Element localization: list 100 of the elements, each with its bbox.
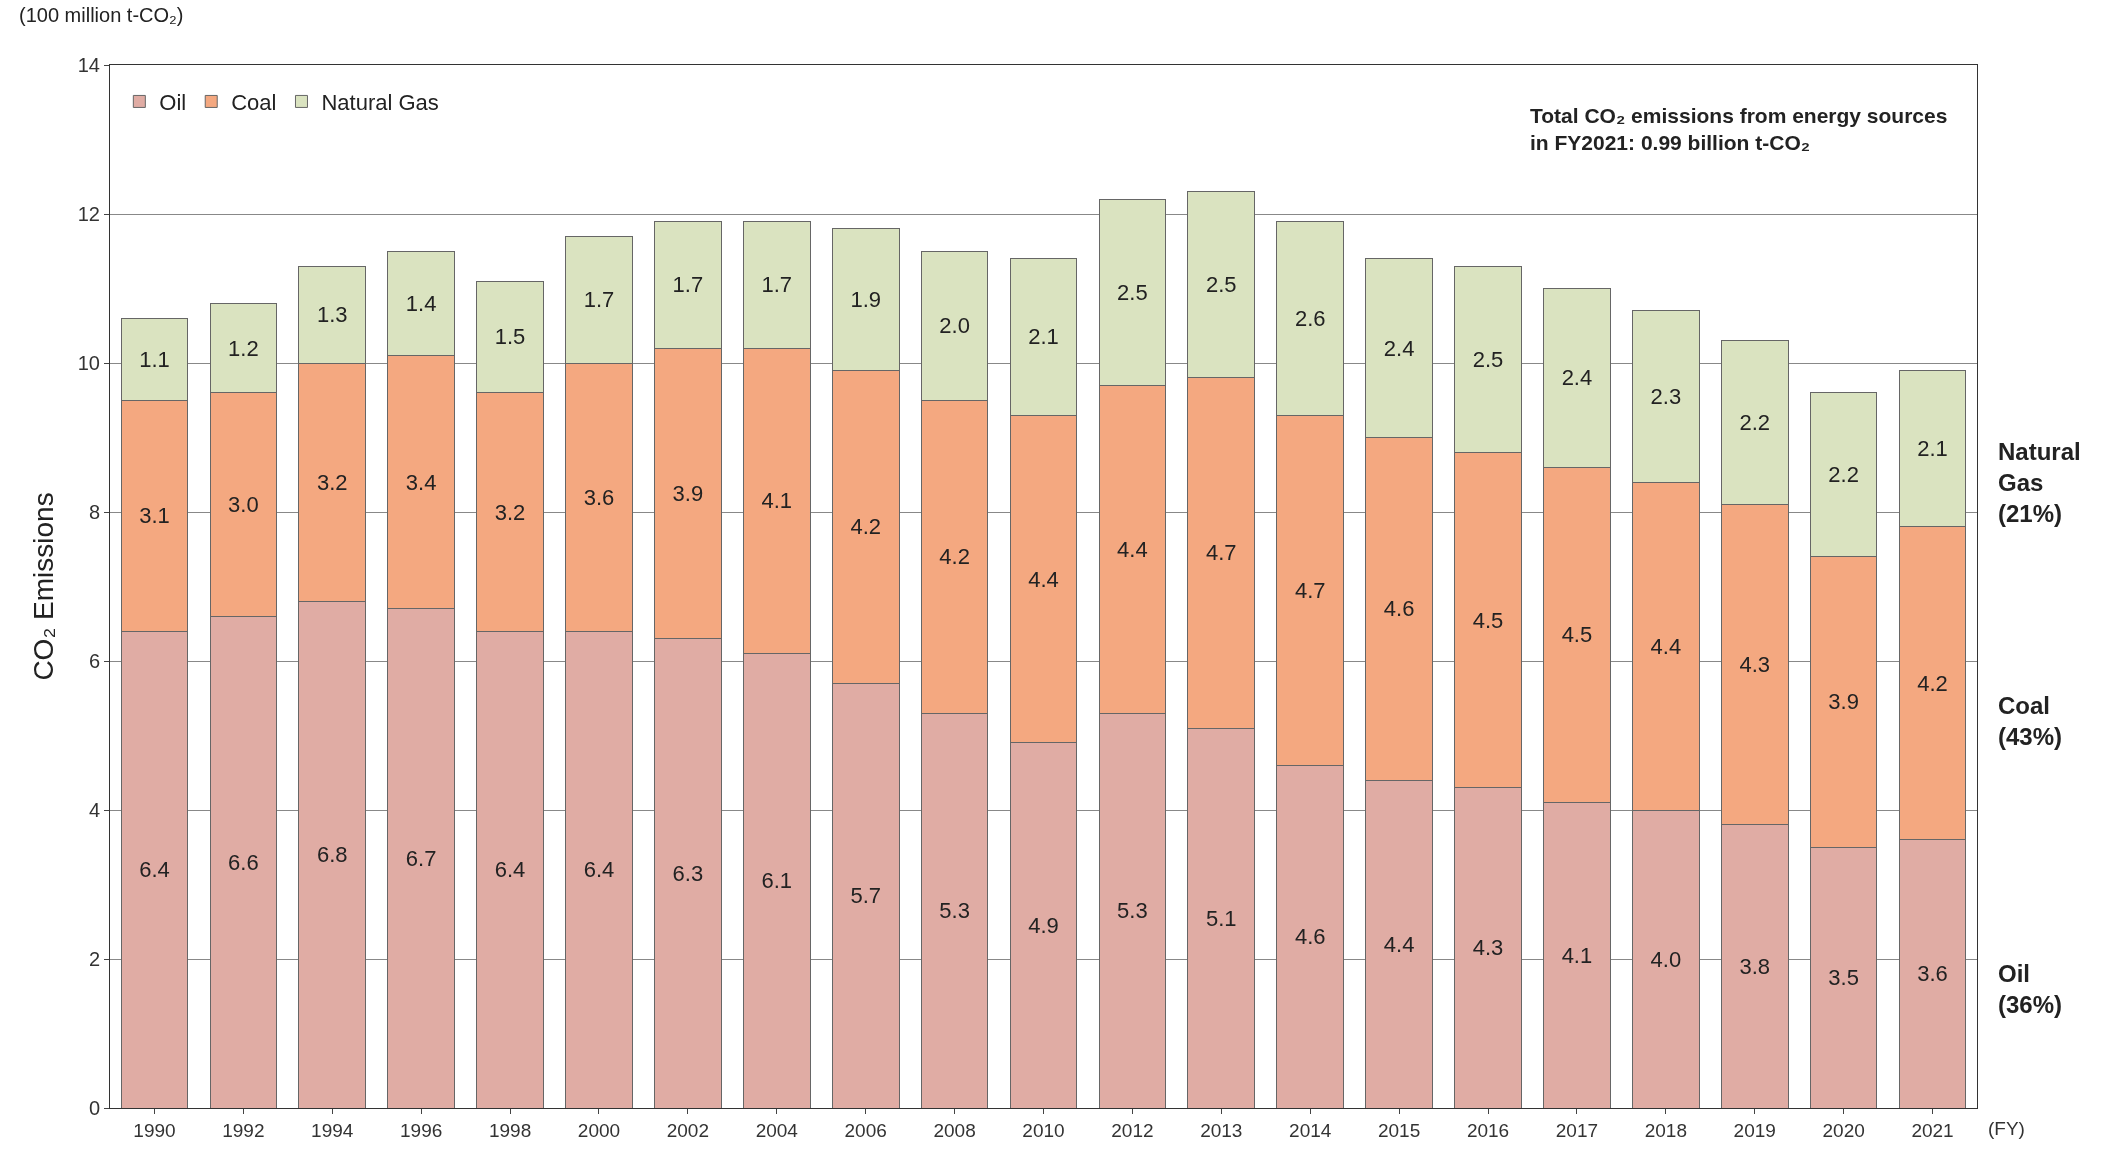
data-label: 3.4: [405, 469, 437, 495]
x-axis-title: (FY): [1988, 1118, 2025, 1139]
data-label: 4.7: [1294, 577, 1326, 603]
x-tick-label: 2002: [666, 1119, 710, 1141]
data-label: 2.5: [1472, 346, 1504, 372]
data-label: 2.4: [1561, 365, 1593, 391]
x-tick-label: 2000: [577, 1119, 621, 1141]
y-tick-label: 4: [88, 799, 100, 821]
data-label: 4.4: [1028, 566, 1059, 592]
x-tick-label: 2021: [1911, 1119, 1954, 1141]
x-tick-label: 2017: [1555, 1119, 1599, 1141]
x-tick-label: 2018: [1644, 1119, 1687, 1141]
data-label: 3.0: [228, 492, 259, 518]
data-label: 4.7: [1206, 540, 1237, 566]
data-label: 4.5: [1561, 622, 1593, 648]
x-tick-label: 2019: [1733, 1119, 1776, 1141]
data-label: 1.4: [405, 290, 437, 316]
data-label: 3.5: [1828, 965, 1859, 991]
data-label: 2.4: [1383, 335, 1415, 361]
y-tick-label: 2: [88, 948, 100, 970]
data-label: 4.2: [1917, 670, 1948, 696]
data-label: 1.3: [316, 302, 348, 328]
data-label: 3.6: [583, 484, 615, 510]
data-label: 2.1: [1917, 436, 1948, 462]
x-tick-label: 2012: [1111, 1119, 1154, 1141]
data-label: 3.9: [1828, 689, 1859, 715]
data-label: 1.7: [583, 287, 615, 313]
data-label: 2.0: [939, 313, 970, 339]
y-axis-title: CO₂ Emissions: [28, 492, 60, 681]
x-tick-label: 2010: [1022, 1119, 1065, 1141]
data-label: 4.4: [1383, 931, 1415, 957]
x-tick-label: 2020: [1822, 1119, 1865, 1141]
data-label: 6.4: [583, 857, 615, 883]
x-tick-label: 2008: [933, 1119, 976, 1141]
text: Natural Gas (21%): [1998, 438, 2081, 528]
y-tick-label: 6: [88, 650, 100, 672]
data-label: 6.4: [139, 857, 170, 883]
data-label: 2.6: [1294, 305, 1326, 331]
legend-label: Oil: [159, 90, 187, 116]
data-label: 4.0: [1650, 946, 1682, 972]
data-label: 3.9: [672, 480, 704, 506]
x-tick-label: 1994: [311, 1119, 354, 1141]
data-label: 5.3: [939, 898, 970, 924]
y-tick-label: 8: [88, 501, 100, 523]
data-label: 6.8: [316, 842, 348, 868]
data-label: 4.1: [1561, 942, 1593, 968]
x-tick-label: 1998: [488, 1119, 532, 1141]
data-label: 6.1: [761, 868, 793, 894]
x-tick-label: 2014: [1289, 1119, 1332, 1141]
x-tick-label: 1992: [222, 1119, 265, 1141]
x-tick-label: 2015: [1377, 1119, 1421, 1141]
data-label: 4.3: [1472, 935, 1504, 961]
data-label: 4.4: [1117, 536, 1148, 562]
data-label: 4.6: [1383, 596, 1415, 622]
y-tick-label: 14: [77, 54, 100, 76]
legend-label: Natural Gas: [321, 90, 439, 116]
data-label: 6.6: [228, 849, 259, 875]
text: Coal (43%): [1998, 692, 2063, 751]
data-label: 4.4: [1650, 633, 1682, 659]
legend-label: Coal: [231, 90, 277, 116]
data-label: 3.8: [1739, 953, 1771, 979]
x-tick-label: 1996: [400, 1119, 443, 1141]
data-label: 2.5: [1117, 279, 1148, 305]
text: (100 million t-CO₂): [19, 4, 184, 26]
x-tick-label: 2004: [755, 1119, 799, 1141]
data-label: 1.2: [228, 335, 259, 361]
text: Oil (36%): [1998, 960, 2063, 1019]
data-label: 2.3: [1650, 384, 1682, 410]
data-label: 3.2: [316, 469, 348, 495]
data-label: 1.1: [139, 346, 170, 372]
y-tick-label: 0: [88, 1097, 100, 1119]
data-label: 6.4: [494, 857, 526, 883]
data-label: 4.1: [761, 488, 793, 514]
data-label: 4.2: [850, 514, 881, 540]
data-label: 5.3: [1117, 898, 1148, 924]
data-label: 4.5: [1472, 607, 1504, 633]
data-label: 4.6: [1294, 924, 1326, 950]
x-tick-label: 2013: [1200, 1119, 1243, 1141]
x-tick-label: 1990: [133, 1119, 176, 1141]
data-label: 1.7: [761, 272, 793, 298]
x-tick-label: 2006: [844, 1119, 887, 1141]
data-label: 1.7: [672, 272, 704, 298]
data-label: 2.2: [1828, 462, 1859, 488]
data-label: 3.2: [494, 499, 526, 525]
y-tick-label: 12: [77, 203, 100, 225]
data-label: 4.3: [1739, 652, 1771, 678]
data-label: 6.3: [672, 860, 704, 886]
data-label: 1.5: [494, 324, 526, 350]
x-tick-label: 2016: [1466, 1119, 1510, 1141]
data-label: 4.9: [1028, 912, 1059, 938]
data-label: 2.2: [1739, 410, 1771, 436]
y-tick-label: 10: [77, 352, 100, 374]
data-label: 1.9: [850, 287, 881, 313]
data-label: 3.6: [1917, 961, 1948, 987]
data-label: 5.7: [850, 883, 881, 909]
data-label: 2.1: [1028, 324, 1059, 350]
data-label: 3.1: [139, 503, 170, 529]
data-label: 4.2: [939, 544, 970, 570]
annotation: Total CO₂ emissions from energy sources in FY2021: 0.99 billion t-CO₂: [1530, 104, 1948, 155]
data-label: 6.7: [405, 845, 437, 871]
